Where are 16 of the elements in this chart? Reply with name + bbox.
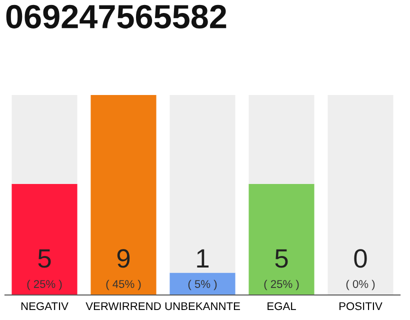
annotation: ( 25% ) bbox=[264, 280, 299, 290]
x-tick-label: EGAL bbox=[268, 302, 296, 310]
chart-title: 069247565582 bbox=[6, 4, 226, 28]
annotation: ( 0% ) bbox=[346, 280, 375, 290]
data-label: 9 bbox=[117, 249, 130, 268]
annotation: ( 45% ) bbox=[106, 280, 141, 290]
annotation: ( 5% ) bbox=[188, 280, 217, 290]
x-tick-label: UNBEKANNTE bbox=[165, 302, 240, 310]
x-tick-label: NEGATIV bbox=[21, 302, 68, 310]
data-label: 1 bbox=[197, 249, 209, 268]
data-label: 5 bbox=[275, 249, 288, 268]
annotation: ( 25% ) bbox=[27, 280, 62, 290]
x-tick-label: POSITIV bbox=[339, 302, 382, 310]
data-label: 5 bbox=[38, 249, 51, 268]
annotation: 0 bbox=[354, 249, 367, 268]
x-tick-label: VERWIRREND bbox=[86, 302, 161, 310]
